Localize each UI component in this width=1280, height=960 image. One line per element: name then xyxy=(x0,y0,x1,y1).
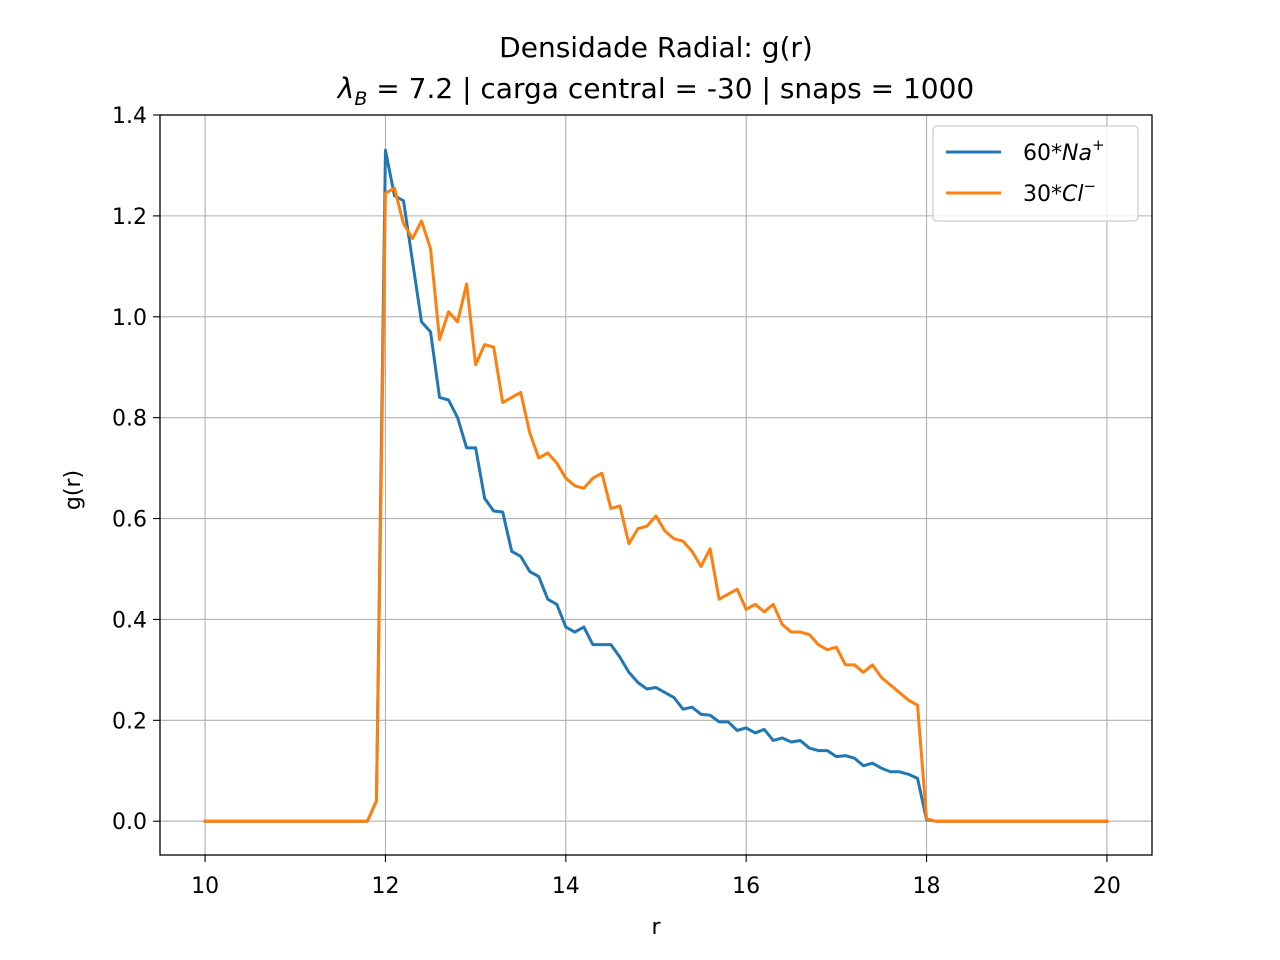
x-tick-label: 20 xyxy=(1093,874,1121,899)
legend-box xyxy=(932,125,1139,222)
x-axis-label: r xyxy=(651,915,661,940)
legend-na-prefix: 60* xyxy=(1023,141,1062,166)
y-tick-label: 0.0 xyxy=(112,810,147,835)
x-axis-ticks: 10 12 14 16 18 20 xyxy=(191,855,1121,899)
subtitle-rest: = 7.2 | carga central = -30 | snaps = 10… xyxy=(367,72,974,105)
legend-cl-ion: Cl xyxy=(1062,182,1083,207)
legend-na-ion: Na xyxy=(1062,141,1092,166)
chart-title: Densidade Radial: g(r) xyxy=(499,31,813,64)
x-tick-label: 18 xyxy=(913,874,941,899)
y-axis-ticks: 0.0 0.2 0.4 0.6 0.8 1.0 1.2 1.4 xyxy=(112,104,160,835)
legend: 60*Na+ 30*Cl− xyxy=(932,125,1139,222)
legend-cl-prefix: 30* xyxy=(1023,182,1062,207)
plot-area xyxy=(203,148,1109,823)
legend-cl-sup: − xyxy=(1083,177,1096,195)
x-tick-label: 12 xyxy=(371,874,399,899)
legend-label-cl: 30*Cl− xyxy=(1023,177,1096,207)
y-tick-label: 0.8 xyxy=(112,407,147,432)
series-line-na xyxy=(203,148,1109,823)
y-tick-label: 1.4 xyxy=(112,104,147,129)
x-tick-label: 14 xyxy=(552,874,580,899)
y-tick-label: 0.2 xyxy=(112,709,147,734)
legend-na-sup: + xyxy=(1092,136,1105,154)
y-axis-label: g(r) xyxy=(61,470,86,510)
lambda-symbol: λ xyxy=(336,72,355,105)
series-line-cl xyxy=(203,186,1109,823)
y-tick-label: 1.2 xyxy=(112,205,147,230)
y-tick-label: 0.4 xyxy=(112,608,147,633)
legend-label-na: 60*Na+ xyxy=(1023,136,1105,166)
axes-frame xyxy=(159,114,1153,856)
x-tick-label: 16 xyxy=(732,874,760,899)
lambda-subscript: B xyxy=(354,88,367,110)
y-tick-label: 0.6 xyxy=(112,508,147,533)
chart-subtitle: λB = 7.2 | carga central = -30 | snaps =… xyxy=(336,72,974,110)
y-tick-label: 1.0 xyxy=(112,306,147,331)
x-tick-label: 10 xyxy=(191,874,219,899)
